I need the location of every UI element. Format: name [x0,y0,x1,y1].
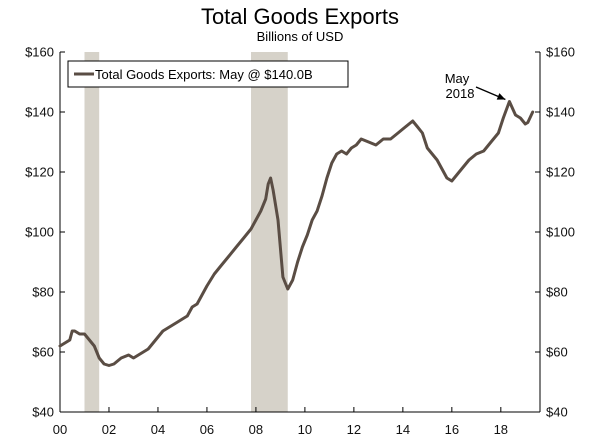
x-tick-label: 04 [151,422,165,437]
recession-band-1 [84,52,100,412]
recession-band-2 [251,52,288,412]
y-tick-label-left: $60 [32,345,54,360]
x-tick-label: 02 [102,422,116,437]
y-tick-label-right: $40 [546,405,568,420]
y-axis-right: $40 $60 $80 $100 $120 $140 $160 [535,45,575,420]
y-tick-label-right: $80 [546,285,568,300]
x-tick-label: 18 [494,422,508,437]
y-tick-label-right: $140 [546,105,575,120]
y-tick-label-right: $60 [546,345,568,360]
y-tick-label-right: $100 [546,225,575,240]
x-axis: 00 02 04 06 08 10 12 14 16 18 [53,407,508,437]
y-tick-label-left: $160 [25,45,54,60]
y-tick-label-left: $40 [32,405,54,420]
x-tick-label: 10 [298,422,312,437]
annotation: May 2018 [445,71,506,101]
y-tick-label-left: $120 [25,165,54,180]
y-tick-label-left: $80 [32,285,54,300]
legend-box [67,60,349,88]
x-tick-label: 00 [53,422,67,437]
y-tick-label-left: $140 [25,105,54,120]
chart-subtitle: Billions of USD [257,29,344,44]
x-tick-label: 16 [445,422,459,437]
y-axis-left: $40 $60 $80 $100 $120 $140 $160 [25,45,65,420]
legend-label: Total Goods Exports: May @ $140.0B [95,67,313,82]
x-tick-label: 12 [347,422,361,437]
y-tick-label-right: $120 [546,165,575,180]
recession-bands [84,52,288,412]
chart-title: Total Goods Exports [201,4,399,29]
annotation-arrowhead [496,93,506,100]
legend: Total Goods Exports: May @ $140.0B [67,60,349,88]
y-tick-label-left: $100 [25,225,54,240]
x-tick-label: 08 [249,422,263,437]
series-group [58,100,535,367]
y-tick-label-right: $160 [546,45,575,60]
series-line-1 [58,100,535,367]
x-tick-label: 06 [200,422,214,437]
x-tick-label: 14 [396,422,410,437]
annotation-line2: 2018 [446,86,475,101]
annotation-line1: May [445,71,470,86]
